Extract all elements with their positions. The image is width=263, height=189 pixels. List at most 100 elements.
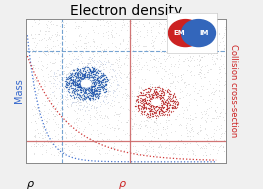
Point bbox=[210, 55, 214, 58]
Point bbox=[33, 112, 37, 115]
Point bbox=[197, 44, 201, 47]
Point bbox=[181, 59, 185, 62]
Point bbox=[35, 105, 39, 108]
Point bbox=[38, 131, 43, 134]
Point bbox=[86, 88, 90, 91]
Point bbox=[80, 73, 85, 76]
Point bbox=[136, 100, 140, 103]
Point bbox=[60, 34, 64, 37]
Point bbox=[74, 89, 78, 92]
Point bbox=[114, 61, 119, 64]
Point bbox=[52, 81, 56, 84]
Point bbox=[44, 54, 49, 57]
Point bbox=[155, 91, 159, 94]
Point bbox=[162, 110, 166, 113]
Point bbox=[55, 75, 59, 78]
Point bbox=[157, 106, 161, 109]
Point bbox=[87, 61, 91, 64]
Point bbox=[79, 86, 83, 89]
Point bbox=[67, 79, 71, 82]
Point bbox=[74, 83, 79, 86]
Point bbox=[85, 68, 89, 71]
Point bbox=[71, 84, 75, 87]
Point bbox=[85, 76, 89, 79]
Point bbox=[174, 106, 178, 109]
Point bbox=[173, 106, 177, 109]
Point bbox=[75, 90, 79, 93]
Point bbox=[50, 44, 55, 47]
Point bbox=[168, 100, 173, 103]
Point bbox=[89, 88, 93, 91]
Point bbox=[153, 112, 158, 115]
Point bbox=[165, 108, 169, 111]
Point bbox=[109, 84, 113, 87]
Point bbox=[136, 97, 140, 100]
Point bbox=[101, 85, 105, 88]
Point bbox=[87, 82, 92, 85]
Point bbox=[98, 80, 103, 83]
Point bbox=[145, 112, 149, 115]
Point bbox=[215, 77, 219, 80]
Point bbox=[156, 99, 160, 102]
Point bbox=[97, 81, 101, 84]
Point bbox=[92, 40, 97, 43]
Point bbox=[83, 65, 87, 68]
Point bbox=[93, 80, 98, 83]
Point bbox=[183, 86, 187, 89]
Point bbox=[70, 96, 74, 99]
Point bbox=[90, 92, 94, 95]
Point bbox=[69, 71, 73, 74]
Point bbox=[170, 99, 174, 102]
Point bbox=[70, 72, 74, 75]
Point bbox=[146, 130, 150, 133]
Point bbox=[58, 73, 62, 76]
Point bbox=[64, 83, 69, 86]
Point bbox=[36, 143, 41, 146]
Point bbox=[185, 131, 190, 134]
Point bbox=[150, 95, 155, 98]
Point bbox=[67, 87, 71, 90]
Point bbox=[171, 94, 175, 97]
Point bbox=[87, 85, 91, 88]
Point bbox=[77, 82, 81, 85]
Point bbox=[165, 56, 169, 59]
Point bbox=[127, 19, 131, 22]
Point bbox=[166, 104, 171, 107]
Point bbox=[65, 83, 69, 86]
Point bbox=[141, 80, 146, 83]
Point bbox=[64, 81, 69, 84]
Point bbox=[222, 31, 226, 34]
Point bbox=[80, 50, 85, 53]
Point bbox=[146, 87, 150, 90]
Point bbox=[169, 122, 173, 125]
Point bbox=[91, 94, 95, 97]
Point bbox=[109, 32, 113, 35]
Point bbox=[170, 106, 174, 109]
Point bbox=[170, 23, 175, 26]
Point bbox=[88, 91, 93, 94]
Point bbox=[87, 49, 92, 52]
Point bbox=[92, 90, 96, 93]
Point bbox=[85, 95, 89, 98]
Point bbox=[69, 71, 74, 74]
Point bbox=[156, 99, 160, 102]
Point bbox=[87, 85, 92, 88]
Point bbox=[201, 85, 206, 88]
Point bbox=[89, 81, 93, 84]
Point bbox=[118, 42, 123, 45]
Point bbox=[81, 78, 85, 81]
Point bbox=[199, 48, 203, 51]
Point bbox=[155, 123, 159, 126]
Point bbox=[48, 69, 52, 72]
Point bbox=[178, 96, 182, 99]
Point bbox=[47, 26, 51, 29]
Point bbox=[193, 82, 197, 85]
Point bbox=[221, 145, 226, 148]
Point bbox=[67, 62, 72, 65]
Point bbox=[79, 86, 83, 89]
Point bbox=[171, 106, 175, 109]
Point bbox=[164, 110, 168, 113]
Point bbox=[83, 95, 87, 98]
Point bbox=[141, 120, 146, 123]
Point bbox=[99, 84, 103, 87]
